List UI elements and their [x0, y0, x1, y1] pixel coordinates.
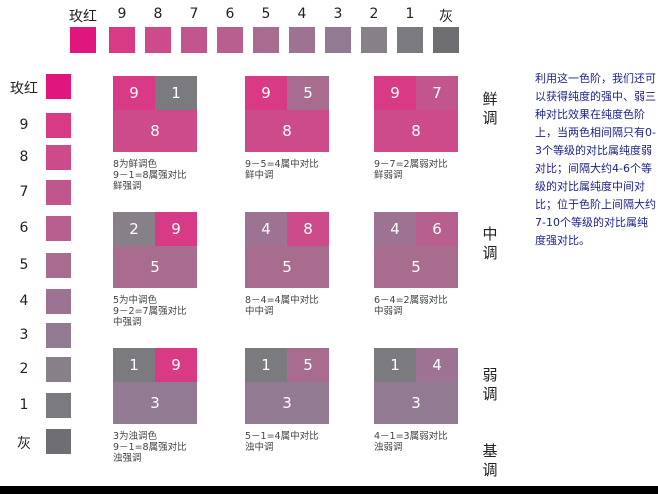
- top-scale-label: 5: [261, 6, 271, 22]
- panel-caption: 9－7=2属弱对比 鲜弱调: [374, 159, 448, 181]
- accent-block-right: 1: [155, 76, 197, 110]
- left-scale-label: 3: [19, 327, 29, 343]
- base-tone-block: 3: [245, 382, 329, 424]
- top-scale-label: 3: [333, 6, 343, 22]
- left-scale-swatch: [46, 393, 71, 418]
- base-tone-block: 5: [374, 246, 458, 288]
- left-scale-swatch: [46, 145, 71, 170]
- accent-block-left: 9: [374, 76, 416, 110]
- left-scale-label: 4: [19, 293, 29, 309]
- left-scale-label: 2: [19, 361, 29, 377]
- left-scale-label: 8: [19, 149, 29, 165]
- top-scale-swatch: [289, 27, 315, 53]
- base-tone-block: 5: [245, 246, 329, 288]
- tone-row-label: 弱调: [482, 366, 498, 403]
- left-scale-swatch: [46, 74, 71, 99]
- top-scale-label: 灰: [439, 9, 453, 25]
- accent-block-right: 6: [416, 212, 458, 246]
- panel-caption: 9－5=4属中对比 鲜中调: [245, 159, 319, 181]
- top-scale-label: 2: [369, 6, 379, 22]
- top-scale-swatch: [361, 27, 387, 53]
- accent-block-left: 1: [374, 348, 416, 382]
- left-scale-label: 1: [19, 397, 29, 413]
- panel-caption: 5－1=4属中对比 浊中调: [245, 431, 319, 453]
- accent-block-left: 9: [245, 76, 287, 110]
- panel-caption: 5为中调色 9－2=7属强对比 中强调: [113, 295, 187, 328]
- left-scale-swatch: [46, 113, 71, 138]
- top-scale-swatch: [397, 27, 423, 53]
- top-scale-swatch: [145, 27, 171, 53]
- top-scale-label: 玫红: [69, 9, 97, 25]
- top-scale-swatch: [253, 27, 279, 53]
- explanation-text: 利用这一色阶，我们还可以获得纯度的强中、弱三种对比效果在纯度色阶上，当两色相间隔…: [535, 72, 656, 247]
- accent-block-left: 4: [374, 212, 416, 246]
- top-scale-label: 4: [297, 6, 307, 22]
- top-scale-label: 7: [189, 6, 199, 22]
- left-scale-label: 5: [19, 257, 29, 273]
- accent-block-right: 5: [287, 348, 329, 382]
- left-scale-swatch: [46, 323, 71, 348]
- base-tone-block: 3: [374, 382, 458, 424]
- accent-block-right: 5: [287, 76, 329, 110]
- base-tone-block: 3: [113, 382, 197, 424]
- tone-row-label: 中调: [482, 225, 498, 262]
- left-scale-label: 6: [19, 220, 29, 236]
- panel-caption: 3为浊调色 9－1=8属强对比 浊强调: [113, 431, 187, 464]
- left-scale-swatch: [46, 289, 71, 314]
- base-tone-block: 5: [113, 246, 197, 288]
- panel-caption: 8为鲜调色 9－1=8属强对比 鲜强调: [113, 159, 187, 192]
- top-scale-label: 1: [405, 6, 415, 22]
- top-scale-label: 9: [117, 6, 127, 22]
- left-scale-label: 7: [19, 184, 29, 200]
- top-scale-swatch: [70, 27, 96, 53]
- top-scale-swatch: [325, 27, 351, 53]
- base-tone-label: 基调: [482, 442, 498, 479]
- accent-block-left: 4: [245, 212, 287, 246]
- panel-caption: 6－4=2属弱对比 中弱调: [374, 295, 448, 317]
- base-tone-block: 8: [374, 110, 458, 152]
- bottom-border: [0, 486, 658, 494]
- top-scale-label: 8: [153, 6, 163, 22]
- tone-row-label: 鲜调: [482, 90, 498, 127]
- left-scale-swatch: [46, 429, 71, 454]
- panel-caption: 8－4=4属中对比 中中调: [245, 295, 319, 317]
- accent-block-left: 2: [113, 212, 155, 246]
- base-tone-block: 8: [113, 110, 197, 152]
- top-scale-swatch: [217, 27, 243, 53]
- top-scale-swatch: [181, 27, 207, 53]
- accent-block-left: 9: [113, 76, 155, 110]
- accent-block-right: 9: [155, 212, 197, 246]
- accent-block-right: 8: [287, 212, 329, 246]
- left-scale-swatch: [46, 357, 71, 382]
- panel-caption: 4－1=3属弱对比 浊弱调: [374, 431, 448, 453]
- left-scale-label: 玫红: [10, 81, 38, 97]
- left-scale-swatch: [46, 216, 71, 241]
- left-scale-swatch: [46, 253, 71, 278]
- top-scale-swatch: [433, 27, 459, 53]
- left-scale-swatch: [46, 180, 71, 205]
- accent-block-right: 4: [416, 348, 458, 382]
- top-scale-swatch: [109, 27, 135, 53]
- base-tone-block: 8: [245, 110, 329, 152]
- accent-block-left: 1: [245, 348, 287, 382]
- top-scale-label: 6: [225, 6, 235, 22]
- accent-block-right: 9: [155, 348, 197, 382]
- accent-block-right: 7: [416, 76, 458, 110]
- accent-block-left: 1: [113, 348, 155, 382]
- left-scale-label: 灰: [17, 436, 31, 452]
- left-scale-label: 9: [19, 117, 29, 133]
